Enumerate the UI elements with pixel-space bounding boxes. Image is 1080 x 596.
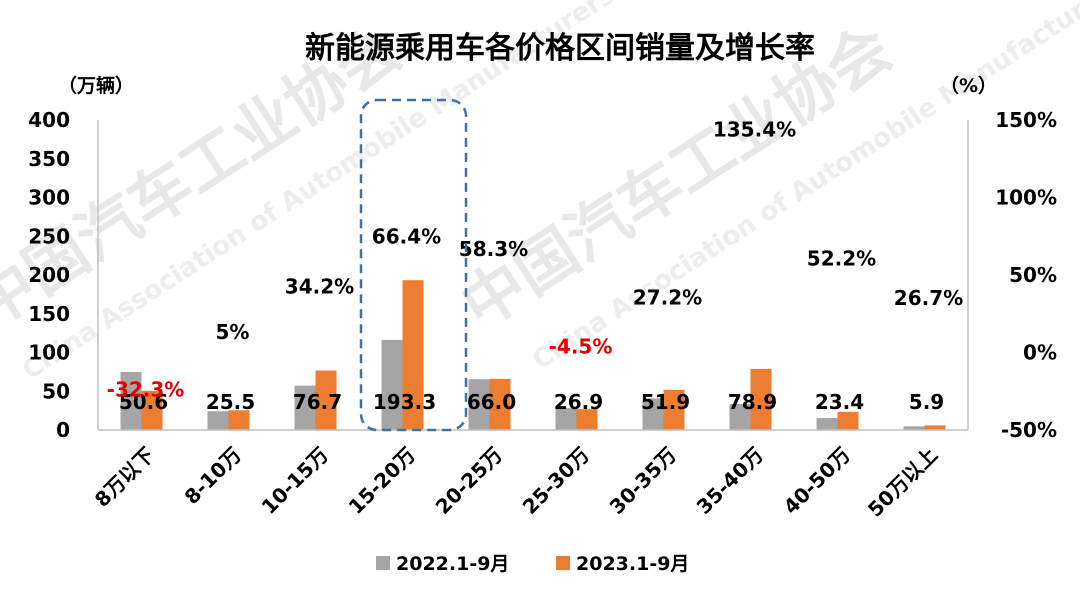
growth-rate-label: 34.2% (285, 274, 354, 298)
y-left-unit: （万辆） (58, 74, 134, 97)
bar-2023 (141, 390, 163, 430)
y-left-tick-label: 300 (28, 186, 70, 210)
bar-2023 (228, 410, 250, 430)
bar-2022 (555, 408, 577, 430)
y-right-axis-ticks: 150% 100% 50% 0% -50% (995, 108, 1057, 442)
y-left-tick-label: 350 (28, 147, 70, 171)
growth-rate-label: 135.4% (713, 118, 796, 142)
bar-2023 (837, 411, 859, 430)
y-right-tick-label: 150% (995, 108, 1057, 132)
growth-rate-label: 27.2% (633, 285, 702, 309)
category-label: 15-20万 (344, 443, 420, 519)
y-left-tick-label: 0 (56, 418, 70, 442)
bars-layer (120, 280, 946, 430)
chart-title: 新能源乘用车各价格区间销量及增长率 (305, 31, 815, 66)
value-label: 50.6 (119, 390, 168, 414)
value-label: 25.5 (206, 390, 255, 414)
category-label: 35-40万 (692, 443, 768, 519)
category-label: 8-10万 (180, 443, 247, 510)
bar-2023 (489, 378, 511, 430)
growth-rate-label: 58.3% (459, 237, 528, 261)
value-label: 76.7 (293, 390, 342, 414)
bar-2023 (750, 368, 772, 430)
growth-rate-label: 5% (216, 320, 250, 344)
y-left-tick-label: 50 (42, 379, 70, 403)
value-labels-layer: 50.6 25.5 76.7 193.3 66.0 26.9 51.9 78.9 23.4 5.9 (119, 390, 944, 414)
bar-2023 (576, 409, 598, 430)
bar-2022 (207, 411, 229, 430)
growth-rate-label: 26.7% (894, 286, 963, 310)
y-left-axis-ticks: 400 350 300 250 200 150 100 50 0 (28, 108, 70, 442)
y-left-tick-label: 250 (28, 224, 70, 248)
value-label: 26.9 (554, 390, 603, 414)
value-label: 66.0 (467, 390, 516, 414)
bar-2022 (816, 418, 838, 430)
bar-2022 (729, 403, 751, 430)
category-label: 30-35万 (605, 443, 681, 519)
category-label: 25-30万 (518, 443, 594, 519)
bar-2023 (315, 370, 337, 430)
category-label: 40-50万 (779, 443, 855, 519)
bar-2022 (381, 339, 403, 430)
growth-rate-label: 66.4% (372, 225, 441, 249)
category-labels-layer: 8万以下 8-10万 10-15万 15-20万 20-25万 25-30万 30-35万 3… (90, 443, 942, 522)
value-label: 193.3 (373, 390, 436, 414)
legend-swatch-2022 (376, 556, 390, 570)
value-label: 23.4 (815, 390, 864, 414)
y-right-tick-label: 100% (995, 186, 1057, 210)
y-left-tick-label: 100 (28, 341, 70, 365)
bar-2022 (903, 426, 925, 430)
growth-rate-label: -4.5% (549, 334, 613, 358)
y-right-tick-label: -50% (1001, 418, 1057, 442)
bar-2023 (663, 389, 685, 430)
bar-2022 (642, 398, 664, 430)
y-right-tick-label: 0% (1023, 341, 1057, 365)
highlight-box (359, 98, 468, 432)
bar-2022 (468, 379, 490, 430)
y-left-tick-label: 400 (28, 108, 70, 132)
category-label: 20-25万 (431, 443, 507, 519)
value-label: 51.9 (641, 390, 690, 414)
bar-2023 (924, 425, 946, 430)
bar-2022 (120, 372, 142, 430)
y-right-tick-label: 50% (1009, 263, 1057, 287)
bar-2022 (294, 385, 316, 430)
legend-label-2022: 2022.1-9月 (396, 553, 509, 575)
y-right-unit: （%） (940, 74, 997, 97)
y-left-tick-label: 200 (28, 263, 70, 287)
legend: 2022.1-9月 2023.1-9月 (376, 553, 689, 575)
growth-rate-labels-layer: -32.3% 5% 34.2% 66.4% 58.3% -4.5% 27.2% 135.4% 5… (107, 118, 964, 402)
growth-rate-label: -32.3% (107, 378, 185, 402)
category-label: 10-15万 (257, 443, 333, 519)
legend-swatch-2023 (556, 556, 570, 570)
growth-rate-label: 52.2% (807, 247, 876, 271)
legend-label-2023: 2023.1-9月 (576, 553, 689, 575)
value-label: 78.9 (728, 390, 777, 414)
bar-2023 (402, 280, 424, 430)
category-label: 50万以上 (863, 443, 942, 522)
category-label: 8万以下 (90, 443, 159, 512)
y-left-tick-label: 150 (28, 302, 70, 326)
value-label: 5.9 (909, 390, 944, 414)
